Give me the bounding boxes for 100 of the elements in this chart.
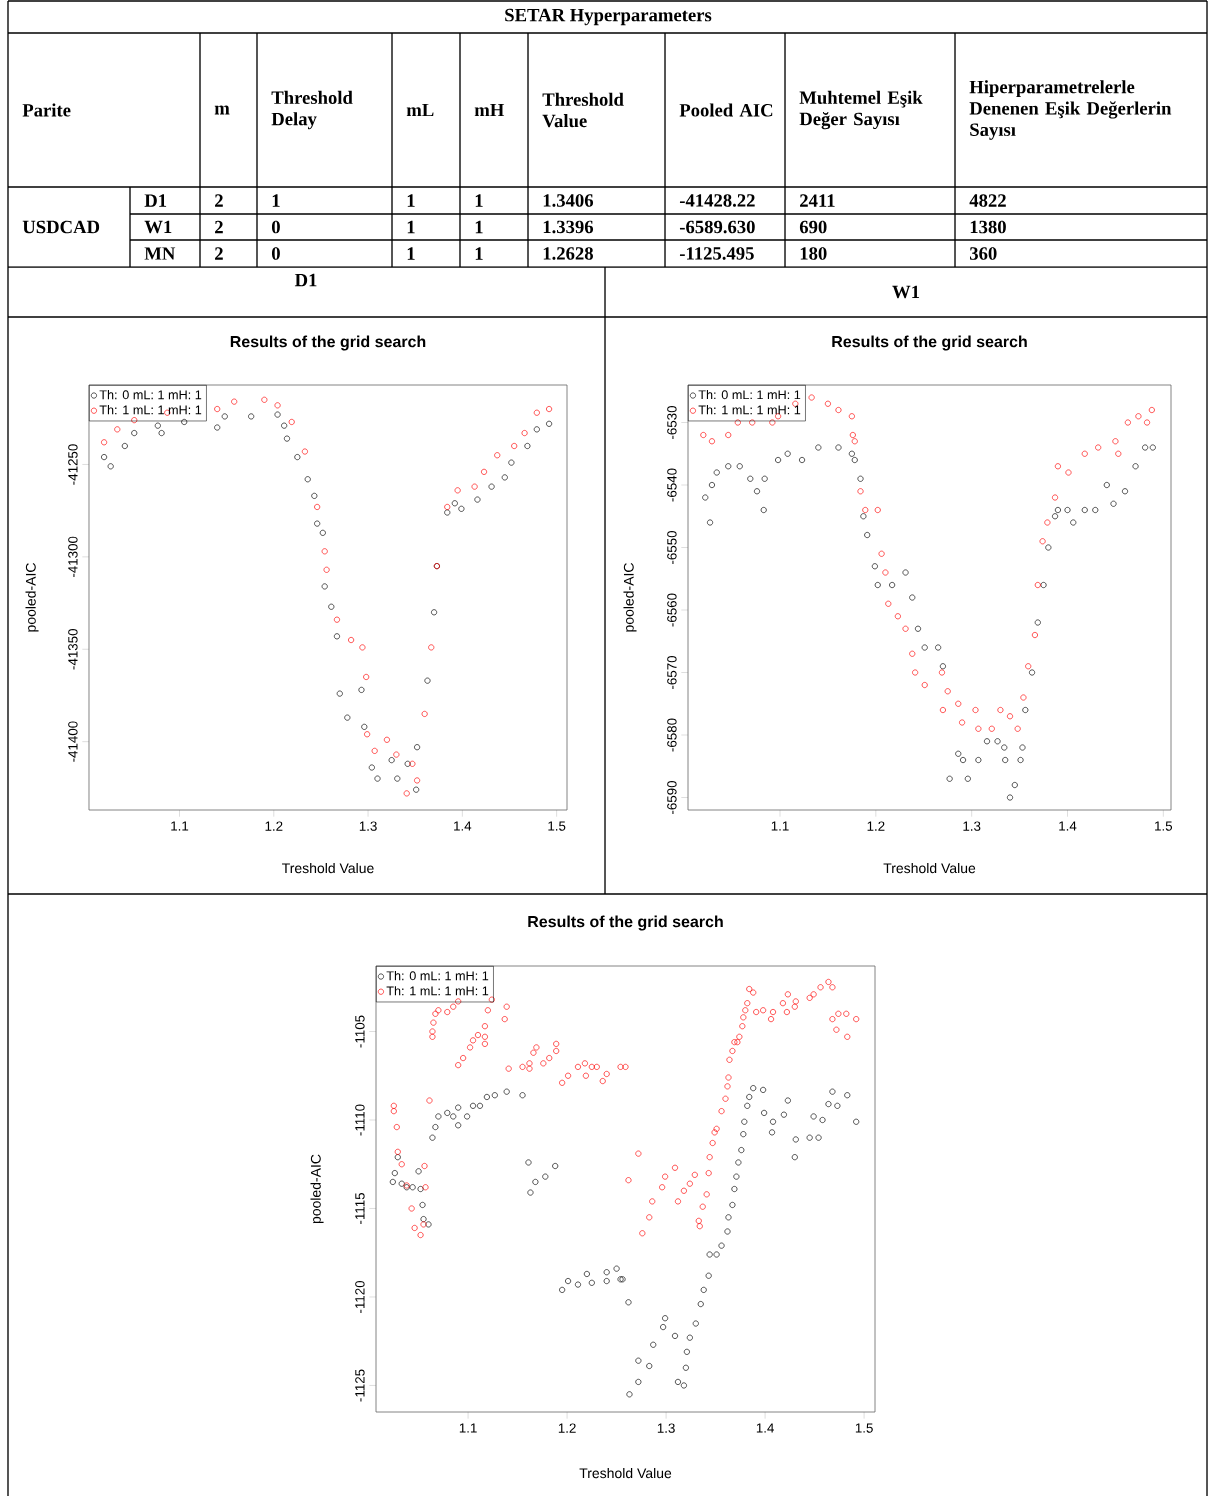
point	[363, 673, 370, 680]
point	[960, 757, 967, 764]
category-label: Muhtemel Eşik Değer Sayısı	[799, 90, 923, 130]
point	[323, 566, 330, 573]
point	[1031, 632, 1038, 639]
point	[784, 450, 791, 457]
point	[314, 503, 321, 510]
y-tick-label: -41400	[68, 721, 78, 762]
point	[799, 457, 806, 464]
point	[371, 747, 378, 754]
point	[1124, 419, 1131, 426]
point	[403, 790, 410, 797]
text: 1	[475, 194, 483, 207]
category-label: Pooled AIC	[679, 103, 773, 117]
point	[769, 419, 776, 426]
legend-label: Th: 1 mL: 1 mH: 1	[698, 405, 801, 415]
point	[394, 775, 401, 782]
y-tick-label: -41350	[68, 629, 78, 670]
point	[181, 418, 188, 425]
x-tick-label: 1.4	[756, 1423, 774, 1433]
x-tick-label: 1.2	[265, 821, 283, 831]
chart-subtitle: D1	[294, 273, 317, 287]
point	[997, 707, 1004, 714]
text: 2	[215, 194, 223, 207]
point	[1144, 419, 1151, 426]
point	[294, 454, 301, 461]
x-tick-label: 1.2	[558, 1423, 576, 1433]
point	[1122, 488, 1129, 495]
point	[708, 438, 715, 445]
point	[231, 398, 238, 405]
point	[364, 731, 371, 738]
point	[959, 719, 966, 726]
point	[114, 426, 121, 433]
point	[1011, 782, 1018, 789]
legend-label: Th: 1 mL: 1 mH: 1	[386, 986, 489, 996]
point	[328, 603, 335, 610]
point	[546, 420, 553, 427]
point	[1017, 757, 1024, 764]
chart-title: Results of the grid search	[230, 335, 426, 351]
y-tick-label: -1120	[355, 1280, 365, 1313]
point	[1022, 707, 1029, 714]
point	[1081, 507, 1088, 514]
point	[311, 492, 318, 499]
text: 1.2628	[543, 247, 593, 260]
point	[374, 775, 381, 782]
point	[874, 507, 881, 514]
category-label: Threshold Value	[542, 92, 624, 128]
point	[101, 454, 108, 461]
point	[944, 688, 951, 695]
point	[885, 600, 892, 607]
chart-title: Results of the grid search	[528, 915, 723, 931]
point	[521, 430, 528, 437]
point	[921, 644, 928, 651]
text: 360	[969, 247, 997, 260]
point	[1001, 744, 1008, 751]
point	[508, 459, 515, 466]
point	[1110, 500, 1117, 507]
point	[358, 686, 365, 693]
text: SETAR Hyperparameters	[505, 8, 712, 26]
y-tick-label: -6540	[667, 468, 677, 502]
point	[946, 775, 953, 782]
point	[348, 637, 355, 644]
point	[915, 625, 922, 632]
point	[471, 483, 478, 490]
point	[747, 475, 754, 482]
point	[988, 725, 995, 732]
point	[1103, 482, 1110, 489]
point	[1149, 444, 1156, 451]
y-tick-label: -41250	[68, 444, 78, 485]
text: -41428.22	[679, 194, 755, 207]
category-label: Hiperparametrelerle Denenen Eşik Değerlerin Sayısı	[969, 80, 1172, 140]
point	[902, 625, 909, 632]
point	[409, 760, 416, 767]
point	[274, 402, 281, 409]
point	[975, 725, 982, 732]
point	[1029, 669, 1036, 676]
point	[511, 442, 518, 449]
point	[494, 452, 501, 459]
text: 690	[799, 220, 827, 234]
point	[909, 594, 916, 601]
point	[336, 690, 343, 697]
point	[912, 669, 919, 676]
point	[214, 406, 221, 413]
point	[524, 442, 531, 449]
point	[848, 450, 855, 457]
point	[488, 483, 495, 490]
point	[972, 707, 979, 714]
point	[1034, 582, 1041, 589]
point	[851, 457, 858, 464]
point	[857, 475, 864, 482]
point	[274, 411, 281, 418]
point	[808, 394, 815, 401]
point	[775, 457, 782, 464]
point	[533, 426, 540, 433]
point	[939, 707, 946, 714]
point	[851, 438, 858, 445]
y-tick-label: -1110	[355, 1104, 365, 1136]
text: 1.3406	[543, 194, 594, 207]
x-tick-label: 1.2	[867, 821, 885, 831]
text: 0	[271, 247, 280, 260]
